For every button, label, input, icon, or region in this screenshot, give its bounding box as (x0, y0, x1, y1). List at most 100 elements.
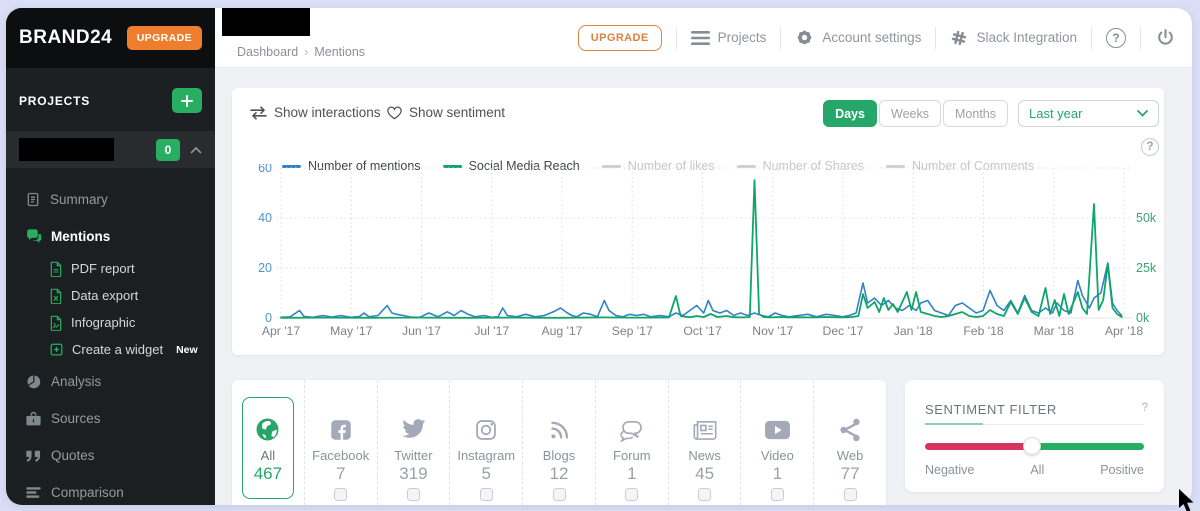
topbar: Dashboard › Mentions UPGRADE Projects Ac… (215, 8, 1192, 68)
svg-text:Nov '17: Nov '17 (752, 324, 793, 338)
source-count: 1 (772, 464, 783, 483)
chart-help-button[interactable]: ? (1141, 138, 1159, 156)
breadcrumb-current: Mentions (314, 45, 366, 59)
source-name: All (260, 448, 276, 463)
sidebar-upgrade-button[interactable]: UPGRADE (126, 26, 202, 50)
source-checkbox[interactable] (698, 488, 712, 501)
main-content: Show interactions Show sentiment Days Wee… (215, 68, 1192, 505)
source-checkbox[interactable] (479, 488, 493, 501)
legend-label: Number of likes (627, 159, 715, 173)
show-sentiment-label: Show sentiment (409, 105, 506, 120)
help-button[interactable]: ? (1106, 27, 1126, 48)
legend-dash (282, 164, 301, 168)
svg-text:60: 60 (258, 164, 272, 175)
source-filter-video[interactable]: Video 1 (741, 380, 815, 505)
sidebar-item-sources[interactable]: Sources (6, 400, 215, 437)
project-selector[interactable]: 0 (6, 131, 215, 168)
sidebar-item-create-a-widget[interactable]: Create a widget New (6, 336, 215, 363)
source-filter-twitter[interactable]: Twitter 319 (378, 380, 451, 505)
sentiment-slider-knob[interactable] (1023, 437, 1042, 455)
source-checkbox[interactable] (552, 488, 566, 501)
sidebar-item-label: Mentions (51, 229, 111, 244)
sidebar-item-comparison[interactable]: Comparison (6, 474, 215, 505)
svg-text:Apr '17: Apr '17 (262, 324, 300, 338)
divider (935, 26, 937, 49)
range-controls: Days Weeks Months Last year (823, 100, 1159, 127)
source-checkbox[interactable] (334, 488, 348, 501)
legend-dash (736, 164, 756, 168)
new-badge: New (176, 343, 198, 356)
source-filter-web[interactable]: Web 77 (814, 380, 886, 505)
forum-icon (618, 416, 646, 443)
period-select-value: Last year (1029, 106, 1083, 121)
svg-text:0: 0 (265, 311, 272, 325)
mentions-timeline-chart: Apr '17 May '17 Jun '17 Jul '17 Aug '17 Sep '… (258, 164, 1157, 338)
period-select[interactable]: Last year (1018, 100, 1159, 127)
sidebar-item-summary[interactable]: Summary (6, 181, 215, 218)
sentiment-help-icon[interactable]: ? (1141, 400, 1148, 414)
nav-account-settings[interactable]: Account settings (795, 28, 921, 47)
mouse-cursor (1179, 489, 1194, 511)
sidebar-item-quotes[interactable]: Quotes (6, 437, 215, 474)
project-mentions-badge: 0 (156, 138, 180, 161)
source-filter-instagram[interactable]: Instagram 5 (450, 380, 524, 505)
logout-button[interactable] (1155, 27, 1176, 48)
legend-label: Number of Shares (762, 159, 865, 173)
source-filter-news[interactable]: News 45 (669, 380, 742, 505)
legend-item-number-of-likes[interactable]: Number of likes (601, 159, 715, 173)
menu-icon (690, 30, 710, 45)
source-name: Web (836, 448, 864, 463)
sidebar-item-label: Data export (71, 288, 139, 303)
topbar-actions: UPGRADE Projects Account settings Slack … (577, 8, 1176, 67)
source-checkbox[interactable] (625, 488, 639, 501)
source-checkbox[interactable] (770, 488, 784, 501)
nav-projects[interactable]: Projects (690, 30, 766, 46)
nav-slack-integration-label: Slack Integration (976, 30, 1077, 45)
source-checkbox[interactable] (406, 488, 420, 501)
heart-icon (387, 106, 402, 119)
range-button-group: Days Weeks Months (823, 100, 1008, 127)
sentiment-all-label: All (1030, 463, 1045, 477)
range-button-months[interactable]: Months (943, 100, 1008, 127)
video-icon (764, 416, 791, 443)
divider (780, 26, 782, 49)
range-button-weeks[interactable]: Weeks (879, 100, 941, 127)
source-filter-blogs[interactable]: Blogs 12 (523, 380, 596, 505)
show-sentiment-toggle[interactable]: Show sentiment (387, 105, 505, 120)
show-interactions-toggle[interactable]: Show interactions (250, 105, 381, 120)
nav-slack-integration[interactable]: Slack Integration (950, 29, 1077, 47)
twitter-icon (400, 416, 427, 443)
svg-text:Sep '17: Sep '17 (612, 324, 653, 338)
legend-item-number-of-shares[interactable]: Number of Shares (736, 159, 865, 173)
source-filter-forum[interactable]: Forum 1 (596, 380, 669, 505)
topbar-upgrade-button[interactable]: UPGRADE (577, 24, 662, 51)
legend-item-social-media-reach[interactable]: Social Media Reach (442, 159, 580, 173)
legend-item-number-of-comments[interactable]: Number of Comments (886, 159, 1034, 173)
source-filter-facebook[interactable]: Facebook 7 (305, 380, 378, 505)
facebook-icon (328, 416, 354, 443)
sidebar-item-analysis[interactable]: Analysis (6, 363, 215, 400)
source-filter-all[interactable]: All 467 (232, 380, 305, 505)
globe-icon (254, 416, 281, 443)
source-name: Video (760, 448, 794, 463)
breadcrumb-dashboard[interactable]: Dashboard (237, 45, 299, 59)
source-name: Blogs (542, 448, 576, 463)
sidebar-item-pdf-report[interactable]: PDF report (6, 255, 215, 282)
sidebar-item-infographic[interactable]: Infographic (6, 309, 215, 336)
legend-dash (886, 164, 906, 168)
range-button-days[interactable]: Days (823, 100, 878, 127)
sidebar-item-mentions[interactable]: Mentions (6, 218, 215, 255)
add-project-button[interactable] (172, 88, 202, 113)
excel-icon (49, 288, 63, 304)
svg-text:Jun '17: Jun '17 (402, 324, 441, 338)
legend-item-number-of-mentions[interactable]: Number of mentions (282, 159, 421, 173)
sentiment-slider-track[interactable] (925, 443, 1144, 450)
legend-dash (442, 164, 462, 168)
svg-text:Mar '18: Mar '18 (1034, 324, 1074, 338)
source-count: 467 (253, 464, 283, 483)
sentiment-negative-label: Negative (925, 463, 975, 477)
sidebar-item-data-export[interactable]: Data export (6, 282, 215, 309)
sidebar-item-label: Create a widget (72, 342, 164, 357)
svg-text:0k: 0k (1136, 311, 1150, 325)
source-checkbox[interactable] (843, 488, 857, 501)
